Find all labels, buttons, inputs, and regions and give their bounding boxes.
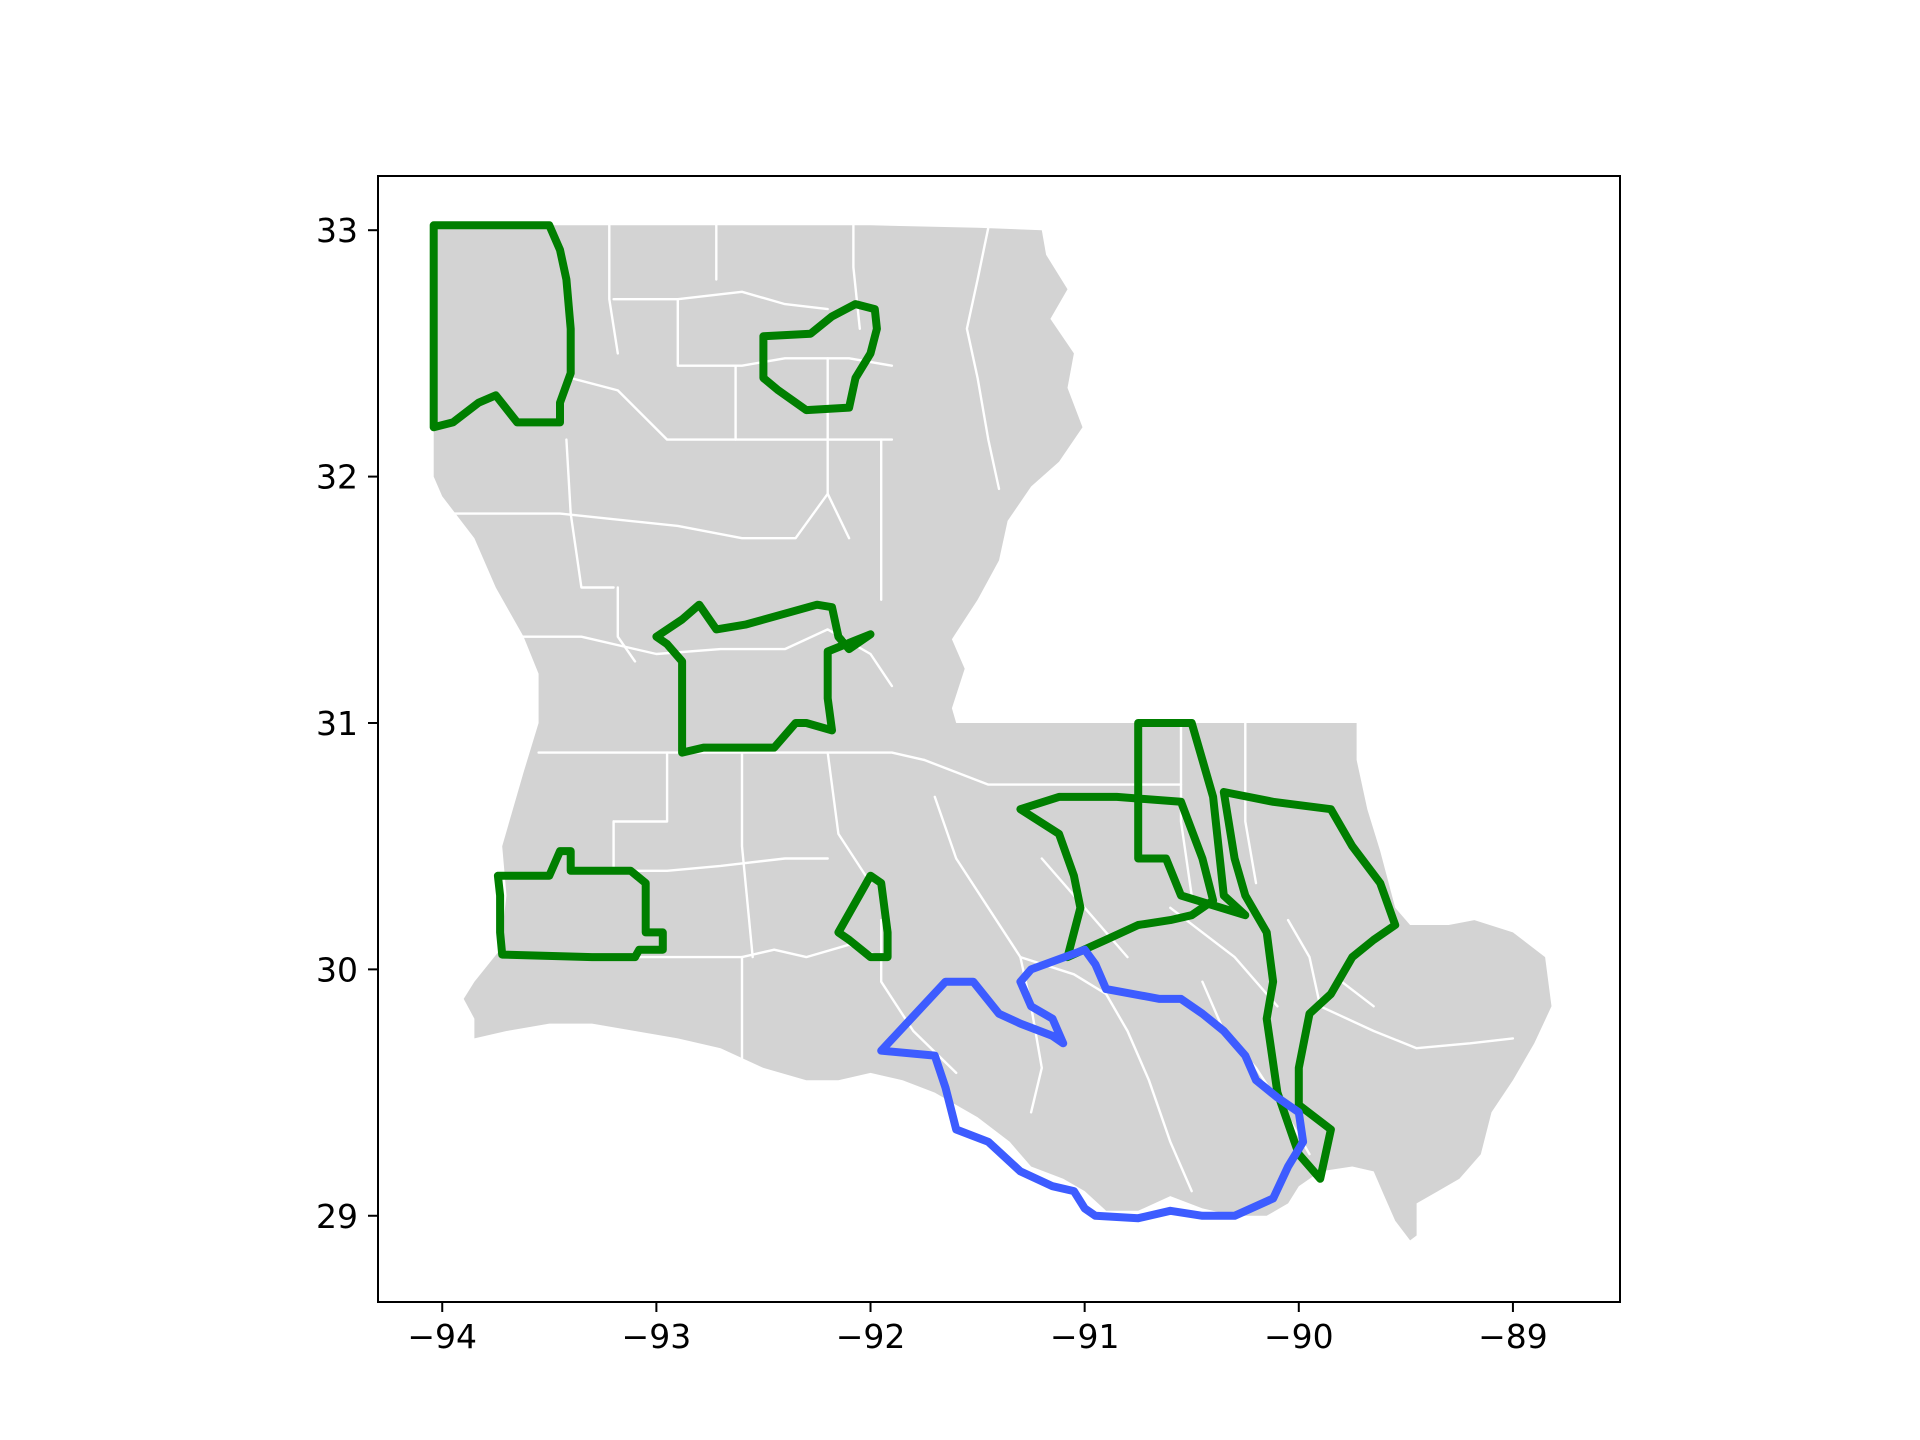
green-region-1	[429, 221, 575, 432]
green-region-8	[1219, 788, 1400, 1183]
x-tick-label-1: −94	[407, 1317, 477, 1356]
green-region-5	[834, 871, 892, 962]
parish-border-32	[1340, 980, 1375, 1008]
axes-frame	[377, 175, 1621, 1303]
state-landmass	[433, 225, 1552, 1241]
y-axis-ticks: 33 32 31 30 29	[316, 211, 378, 1236]
map-layers	[429, 221, 1552, 1241]
green-region-4	[493, 847, 667, 962]
parish-border-17	[740, 751, 754, 959]
parish-border-7	[569, 376, 894, 441]
blue-region-1	[877, 945, 1308, 1223]
y-tick-label-5: 29	[316, 1197, 358, 1236]
parish-border-4	[965, 226, 1001, 491]
parish-border-lines	[441, 224, 1515, 1193]
parish-border-31	[1286, 918, 1515, 1050]
x-tick-label-2: −93	[622, 1317, 692, 1356]
parish-border-15	[537, 751, 926, 762]
state-polygon-1	[433, 225, 1552, 1241]
parish-border-28	[1244, 721, 1258, 885]
blue-region-outline	[877, 945, 1308, 1223]
parish-border-1	[608, 224, 619, 355]
parish-border-19	[612, 820, 829, 872]
x-axis-ticks: −94 −93 −92 −91 −90 −89	[407, 1302, 1548, 1356]
y-tick-label-3: 31	[316, 704, 358, 743]
green-region-3	[652, 600, 875, 757]
parish-border-25	[1019, 955, 1193, 1193]
parish-border-30	[1201, 980, 1311, 1156]
parish-border-29	[1169, 906, 1279, 1008]
x-tick-label-5: −90	[1264, 1317, 1334, 1356]
y-tick-label-1: 33	[316, 211, 358, 250]
parish-border-24	[922, 758, 1183, 786]
x-tick-label-4: −91	[1050, 1317, 1120, 1356]
parish-border-14	[505, 628, 894, 688]
parish-border-18	[826, 751, 872, 885]
parish-border-12	[565, 438, 615, 589]
parish-border-13	[616, 586, 637, 663]
x-tick-label-6: −89	[1478, 1317, 1548, 1356]
parish-border-11	[441, 492, 829, 540]
green-region-outlines	[429, 221, 1400, 1183]
green-region-7	[1134, 719, 1250, 920]
green-region-2	[759, 300, 881, 415]
y-tick-label-4: 30	[316, 950, 358, 989]
parish-border-27	[1179, 721, 1193, 897]
parish-border-16	[612, 751, 669, 823]
y-tick-label-2: 32	[316, 458, 358, 497]
x-tick-label-3: −92	[836, 1317, 906, 1356]
parish-border-5	[612, 290, 829, 311]
